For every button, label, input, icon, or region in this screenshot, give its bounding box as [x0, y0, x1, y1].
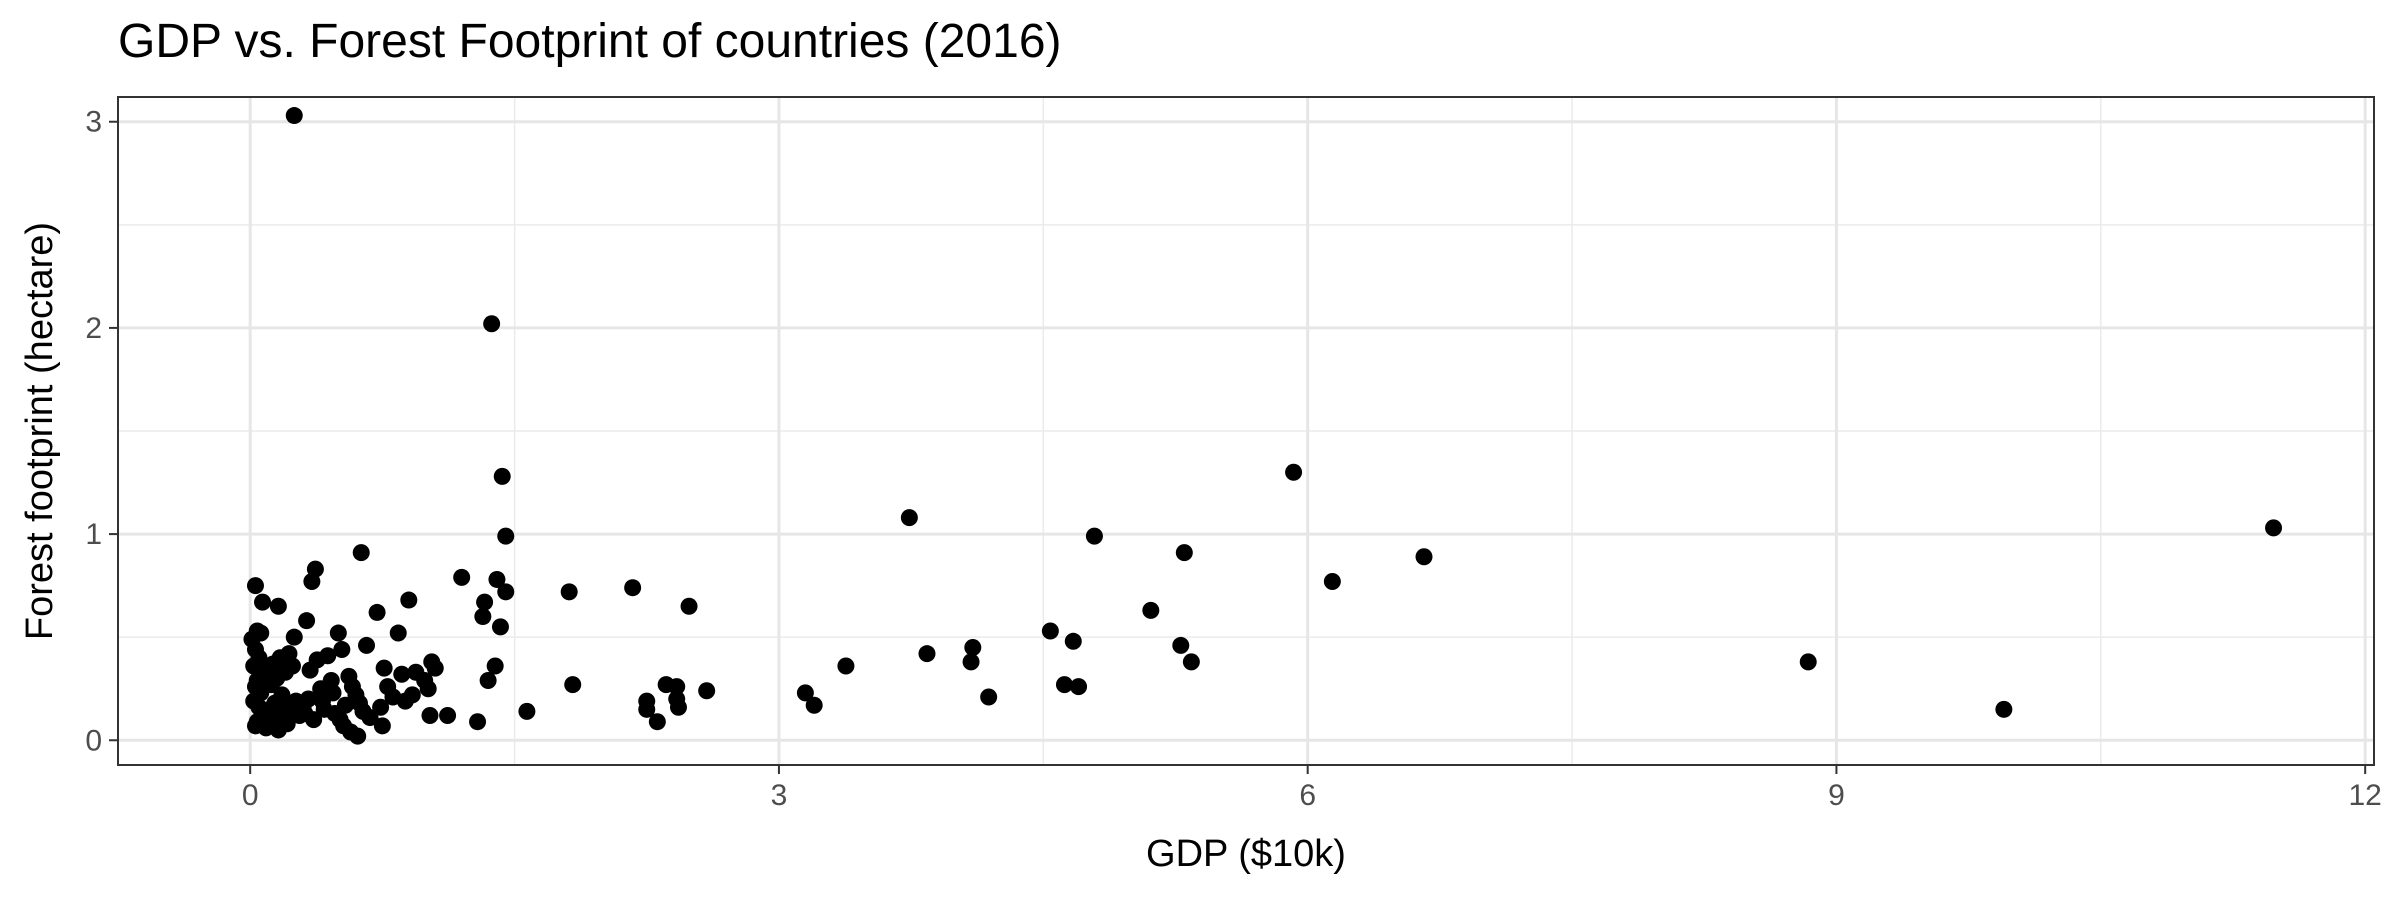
data-point: [283, 657, 301, 675]
data-point: [488, 570, 506, 588]
data-point: [698, 682, 716, 700]
data-point: [389, 624, 407, 642]
data-point: [373, 717, 391, 735]
data-point: [497, 527, 515, 545]
data-point: [638, 700, 656, 718]
data-point: [400, 591, 418, 609]
data-point: [2265, 519, 2283, 537]
y-tick-label: 3: [85, 106, 102, 139]
data-point: [837, 657, 855, 675]
x-axis-title: GDP ($10k): [1146, 833, 1346, 875]
data-point: [1415, 548, 1433, 566]
data-point: [483, 315, 501, 333]
x-tick-label: 3: [771, 779, 788, 812]
data-point: [1085, 527, 1103, 545]
data-point: [319, 647, 337, 665]
data-point: [299, 690, 317, 708]
data-point: [453, 568, 471, 586]
data-point: [285, 628, 303, 646]
data-point: [349, 727, 367, 745]
data-point: [298, 612, 316, 630]
data-point: [560, 583, 578, 601]
data-point: [254, 593, 272, 611]
data-point: [962, 653, 980, 671]
y-axis-title: Forest footprint (hectare): [19, 222, 61, 640]
data-point: [476, 593, 494, 611]
x-tick-label: 9: [1828, 779, 1845, 812]
data-point: [669, 698, 687, 716]
data-point: [273, 686, 291, 704]
data-point: [246, 577, 264, 595]
data-point: [1041, 622, 1059, 640]
data-point: [426, 659, 444, 677]
data-point: [324, 684, 342, 702]
data-point: [474, 608, 492, 626]
data-point: [1285, 463, 1303, 481]
data-point: [358, 636, 376, 654]
data-point: [333, 641, 351, 659]
data-point: [491, 618, 509, 636]
data-point: [918, 645, 936, 663]
data-point: [900, 509, 918, 527]
data-point: [368, 603, 386, 621]
chart-title: GDP vs. Forest Footprint of countries (2…: [118, 15, 1062, 68]
data-point: [352, 544, 370, 562]
data-point: [796, 684, 814, 702]
data-point: [421, 707, 439, 725]
data-point: [805, 696, 823, 714]
data-point: [393, 665, 411, 683]
data-point: [486, 657, 504, 675]
data-point: [329, 624, 347, 642]
data-point: [680, 597, 698, 615]
data-point: [518, 702, 536, 720]
data-point: [1055, 676, 1073, 694]
data-point: [564, 676, 582, 694]
data-point: [497, 583, 515, 601]
x-tick-label: 6: [1299, 779, 1316, 812]
data-points: [243, 107, 2283, 745]
minor-gridlines: [118, 97, 2374, 765]
data-point: [285, 107, 303, 125]
x-tick-label: 12: [2349, 779, 2382, 812]
plot-panel-border: [117, 96, 2375, 766]
data-point: [361, 709, 379, 727]
data-point: [1799, 653, 1817, 671]
data-point: [305, 711, 323, 729]
data-point: [624, 579, 642, 597]
data-point: [375, 659, 393, 677]
data-point: [964, 638, 982, 656]
data-point: [980, 688, 998, 706]
data-point: [1070, 678, 1088, 696]
y-tick-label: 0: [85, 724, 102, 757]
data-point: [469, 713, 487, 731]
data-point: [668, 678, 686, 696]
data-point: [278, 715, 296, 733]
y-tick-label: 1: [85, 518, 102, 551]
data-point: [301, 661, 319, 679]
data-point: [1995, 700, 2013, 718]
data-point: [1175, 544, 1193, 562]
data-point: [419, 680, 437, 698]
data-point: [269, 597, 287, 615]
x-tick-label: 0: [242, 779, 259, 812]
data-point: [439, 707, 457, 725]
data-point: [493, 467, 511, 485]
data-point: [1142, 601, 1160, 619]
y-tick-label: 2: [85, 312, 102, 345]
data-point: [1182, 653, 1200, 671]
data-point: [306, 560, 324, 578]
axis-ticks: [109, 120, 2367, 774]
data-point: [1172, 636, 1190, 654]
data-point: [648, 713, 666, 731]
data-point: [1323, 573, 1341, 591]
data-point: [479, 671, 497, 689]
data-point: [1064, 632, 1082, 650]
data-point: [336, 696, 354, 714]
data-point: [403, 686, 421, 704]
data-point: [372, 698, 390, 716]
